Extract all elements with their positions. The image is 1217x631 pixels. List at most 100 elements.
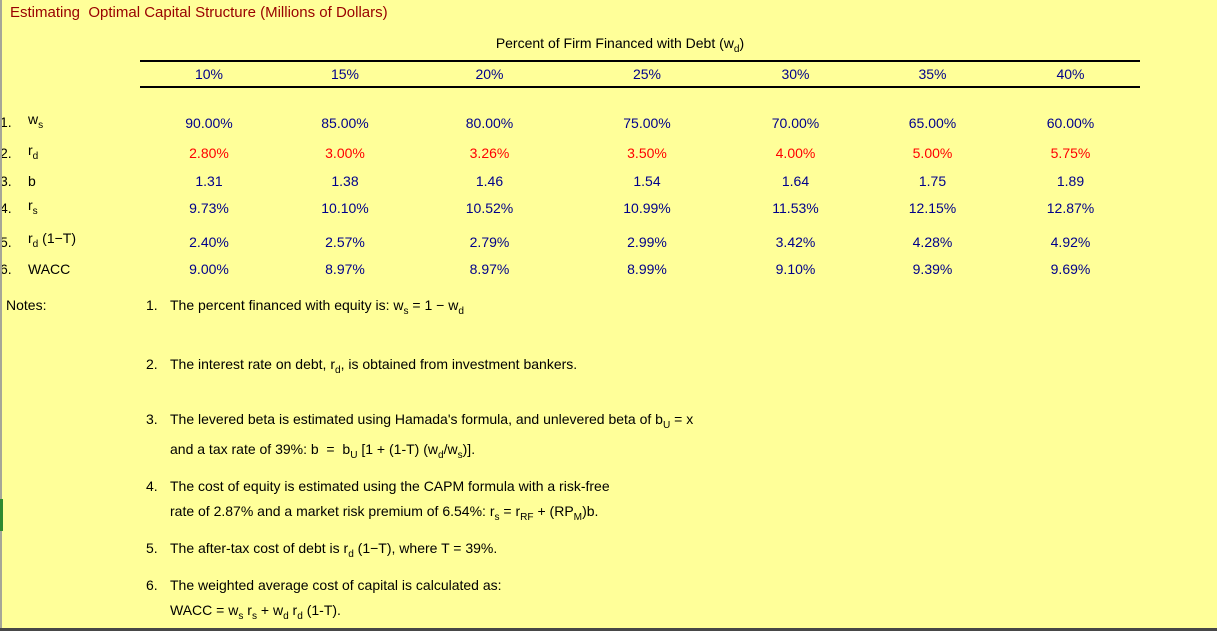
value-cell[interactable]: 8.97% — [469, 261, 510, 278]
note-item: 3. The levered beta is estimated using Ha… — [146, 407, 846, 469]
value-cell[interactable]: 10.99% — [623, 199, 671, 216]
value-cell[interactable]: 1.64 — [781, 172, 810, 189]
note-line: The levered beta is estimated using Hama… — [170, 410, 694, 431]
value-cell[interactable]: 4.00% — [775, 145, 816, 162]
note-line: The percent financed with equity is: ws … — [170, 297, 464, 317]
value-cell[interactable]: 9.10% — [775, 261, 816, 278]
value-cell[interactable]: 3.50% — [627, 145, 667, 162]
value-cell[interactable]: 10.10% — [321, 199, 369, 216]
note-text: The levered beta is estimated using Hama… — [170, 407, 846, 469]
row-number: 2. — [0, 145, 12, 162]
note-line: The interest rate on debt, rd, is obtain… — [170, 355, 578, 376]
note-text: The weighted average cost of capital is … — [170, 573, 846, 629]
value-cell[interactable]: 9.00% — [189, 261, 229, 278]
capital-table-body: 1. ws 90.00% 85.00% 80.00% 75.00% 70.00% 65.00%… — [0, 87, 1140, 281]
notes-label: Notes: — [6, 297, 47, 313]
value-cell[interactable]: 1.31 — [195, 172, 223, 189]
left-edge-green-accent — [0, 499, 3, 531]
note-number: 6. — [146, 576, 158, 593]
row-number: 6. — [0, 261, 12, 278]
value-cell[interactable]: 8.99% — [627, 261, 667, 278]
value-cell[interactable]: 2.79% — [469, 233, 510, 250]
header-spacer — [28, 61, 140, 87]
column-header[interactable]: 40% — [1001, 60, 1140, 88]
worksheet-title: Estimating Optimal Capital Structure (Mi… — [10, 4, 388, 21]
value-cell[interactable]: 1.38 — [331, 172, 359, 189]
table-row: 3. b 1.31 1.38 1.46 1.54 1.64 1.75 1.89 — [0, 169, 1140, 193]
note-item: 5. The after-tax cost of debt is rd (1−T)… — [146, 536, 846, 567]
table-row: 1. ws 90.00% 85.00% 80.00% 75.00% 70.00% 65.00%… — [0, 87, 1140, 138]
notes-section: Notes: 1. The percent financed with equit… — [0, 293, 1217, 629]
table-row: 2. rd 2.80% 3.00% 3.26% 3.50% 4.00% 5.00% 5.75% — [0, 138, 1140, 169]
value-cell[interactable]: 2.57% — [325, 233, 365, 250]
row-label: b — [28, 172, 36, 189]
note-number: 3. — [146, 410, 158, 427]
window-bottom-edge — [0, 628, 1217, 631]
value-cell[interactable]: 2.80% — [189, 145, 229, 162]
value-cell[interactable]: 70.00% — [771, 114, 820, 131]
value-cell[interactable]: 5.75% — [1050, 145, 1091, 162]
row-label: ws — [28, 111, 44, 131]
column-header-row: 10% 15% 20% 25% 30% 35% 40% — [0, 60, 1140, 88]
row-label: rs — [28, 196, 38, 217]
note-text: The after-tax cost of debt is rd (1−T), … — [170, 536, 846, 567]
value-cell[interactable]: 4.28% — [912, 233, 953, 250]
value-cell[interactable]: 5.00% — [912, 145, 953, 162]
column-header[interactable]: 25% — [567, 60, 727, 88]
value-cell[interactable]: 9.69% — [1050, 261, 1091, 278]
note-line: rate of 2.87% and a market risk premium … — [170, 503, 599, 523]
value-cell[interactable]: 80.00% — [465, 114, 514, 131]
value-cell[interactable]: 3.42% — [775, 233, 816, 250]
value-cell[interactable]: 12.87% — [1046, 199, 1095, 216]
capital-structure-table: 10% 15% 20% 25% 30% 35% 40% 1. ws 90.00% 85.00% 80… — [0, 60, 1140, 281]
row-number: 4. — [0, 199, 12, 216]
value-cell[interactable]: 1.46 — [475, 172, 504, 189]
row-number: 5. — [0, 233, 12, 250]
column-header[interactable]: 10% — [140, 60, 278, 88]
notes-list: 1. The percent financed with equity is: w… — [146, 293, 846, 629]
note-number: 4. — [146, 478, 158, 495]
value-cell[interactable]: 85.00% — [321, 114, 369, 131]
table-row: 4. rs 9.73% 10.10% 10.52% 10.99% 11.53% 12.15% 1… — [0, 193, 1140, 224]
value-cell[interactable]: 3.00% — [325, 145, 365, 162]
value-cell[interactable]: 9.73% — [189, 199, 229, 216]
row-number: 1. — [0, 114, 12, 131]
value-cell[interactable]: 8.97% — [325, 261, 365, 278]
column-header[interactable]: 30% — [727, 60, 864, 88]
note-line: and a tax rate of 39%: b = bU [1 + (1-T)… — [170, 441, 476, 462]
value-cell[interactable]: 3.26% — [469, 145, 510, 162]
value-cell[interactable]: 1.89 — [1056, 172, 1085, 189]
value-cell[interactable]: 90.00% — [185, 114, 233, 131]
row-label: rd — [28, 141, 39, 162]
debt-percent-caption: Percent of Firm Financed with Debt (wd) — [495, 35, 745, 55]
value-cell[interactable]: 1.54 — [633, 172, 661, 189]
note-text: The interest rate on debt, rd, is obtain… — [170, 352, 846, 383]
note-number: 1. — [146, 297, 158, 313]
table-row: 6. WACC 9.00% 8.97% 8.97% 8.99% 9.10% 9.39% 9.69… — [0, 257, 1140, 281]
value-cell[interactable]: 10.52% — [465, 199, 514, 216]
value-cell[interactable]: 2.40% — [189, 233, 229, 250]
value-cell[interactable]: 60.00% — [1046, 114, 1095, 131]
note-line: The cost of equity is estimated using th… — [170, 478, 610, 495]
note-text: The cost of equity is estimated using th… — [170, 474, 846, 530]
column-header[interactable]: 20% — [412, 60, 567, 88]
value-cell[interactable]: 12.15% — [908, 199, 957, 216]
note-line: The weighted average cost of capital is … — [170, 576, 502, 593]
note-text: The percent financed with equity is: ws … — [170, 293, 846, 324]
value-cell[interactable]: 1.75 — [918, 172, 947, 189]
row-label: rd (1−T) — [28, 230, 77, 251]
value-cell[interactable]: 9.39% — [912, 261, 953, 278]
note-number: 5. — [146, 539, 158, 556]
value-cell[interactable]: 75.00% — [623, 114, 671, 131]
window-left-edge — [0, 0, 2, 631]
row-number: 3. — [0, 172, 12, 189]
note-item: 6. The weighted average cost of capital i… — [146, 573, 846, 629]
value-cell[interactable]: 2.99% — [627, 233, 667, 250]
column-header[interactable]: 15% — [278, 60, 412, 88]
column-header[interactable]: 35% — [864, 60, 1001, 88]
value-cell[interactable]: 11.53% — [772, 199, 819, 216]
note-line: WACC = ws rs + wd rd (1-T). — [170, 601, 341, 622]
row-label: WACC — [28, 261, 71, 278]
value-cell[interactable]: 4.92% — [1050, 233, 1091, 250]
value-cell[interactable]: 65.00% — [908, 114, 957, 131]
